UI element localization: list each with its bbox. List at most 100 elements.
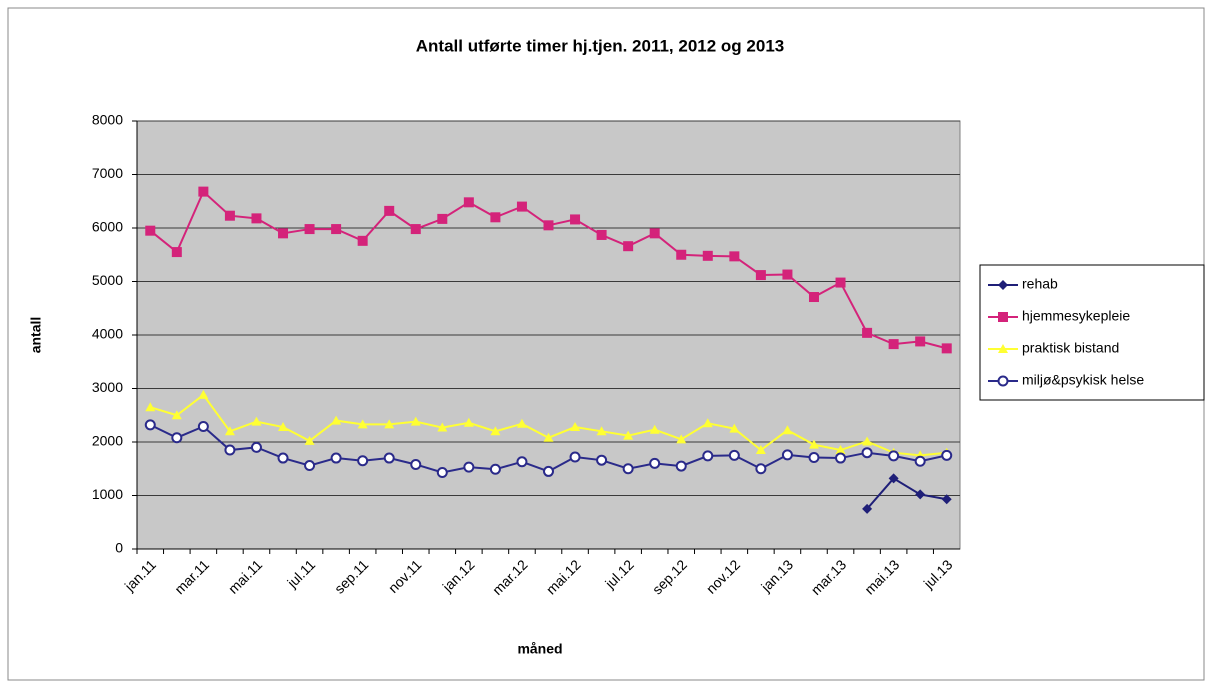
legend-box	[979, 264, 1205, 401]
marker	[436, 466, 448, 478]
marker	[570, 214, 581, 225]
marker	[623, 241, 634, 252]
marker	[862, 436, 873, 446]
marker	[278, 422, 289, 432]
marker	[676, 434, 687, 444]
x-axis-label: måned	[517, 641, 562, 657]
marker	[490, 426, 501, 436]
marker	[729, 423, 740, 433]
marker	[251, 213, 262, 224]
marker	[331, 224, 342, 235]
marker	[808, 452, 820, 464]
marker	[808, 439, 819, 449]
marker	[145, 225, 156, 236]
y-tick-label: 6000	[92, 219, 123, 235]
marker	[543, 432, 554, 442]
y-tick-label: 0	[115, 540, 123, 556]
marker	[304, 435, 315, 445]
marker	[357, 419, 368, 429]
marker	[702, 450, 714, 462]
series-line	[866, 477, 947, 510]
marker	[782, 269, 793, 280]
legend-label: hjemmesykepleie	[1022, 308, 1130, 324]
marker	[915, 489, 926, 500]
marker	[729, 251, 740, 262]
marker	[649, 228, 660, 239]
y-tick-label: 5000	[92, 272, 123, 288]
marker	[649, 424, 660, 434]
marker	[862, 503, 873, 514]
marker	[755, 463, 767, 475]
chart-title: Antall utførte timer hj.tjen. 2011, 2012…	[416, 36, 784, 55]
marker	[998, 280, 1008, 290]
marker	[755, 445, 766, 455]
marker	[516, 201, 527, 212]
marker	[304, 224, 315, 235]
marker	[835, 277, 846, 288]
marker	[676, 249, 687, 260]
marker	[250, 441, 262, 453]
marker	[543, 220, 554, 231]
y-tick-label: 7000	[92, 165, 123, 181]
y-axis-label: antall	[28, 317, 44, 354]
y-tick-label: 8000	[92, 112, 123, 128]
marker	[198, 389, 209, 399]
y-tick-label: 1000	[92, 486, 123, 502]
marker	[622, 463, 634, 475]
marker	[570, 422, 581, 432]
marker	[782, 425, 793, 435]
marker	[197, 420, 209, 432]
marker	[623, 430, 634, 440]
marker	[998, 312, 1008, 322]
legend-label: rehab	[1022, 276, 1058, 292]
marker	[516, 456, 528, 468]
marker	[437, 213, 448, 224]
marker	[383, 452, 395, 464]
marker	[516, 418, 527, 428]
marker	[941, 343, 952, 354]
marker	[171, 410, 182, 420]
marker	[781, 449, 793, 461]
marker	[410, 458, 422, 470]
marker	[675, 460, 687, 472]
marker	[808, 292, 819, 303]
marker	[941, 449, 953, 461]
marker	[224, 426, 235, 436]
marker	[198, 186, 209, 197]
marker	[224, 444, 236, 456]
marker	[410, 416, 421, 426]
marker	[888, 473, 899, 484]
marker	[331, 415, 342, 425]
marker	[997, 375, 1009, 387]
marker	[569, 451, 581, 463]
marker	[171, 432, 183, 444]
y-tick-label: 3000	[92, 379, 123, 395]
y-tick-label: 4000	[92, 326, 123, 342]
marker	[171, 247, 182, 258]
marker	[755, 270, 766, 281]
marker	[702, 250, 713, 261]
marker	[357, 235, 368, 246]
y-tick-label: 2000	[92, 433, 123, 449]
marker	[357, 455, 369, 467]
marker	[384, 419, 395, 429]
marker	[304, 460, 316, 472]
marker	[330, 452, 342, 464]
marker	[251, 416, 262, 426]
marker	[941, 494, 952, 505]
marker	[490, 212, 501, 223]
marker	[998, 344, 1008, 353]
marker	[728, 449, 740, 461]
marker	[145, 402, 156, 412]
marker	[596, 229, 607, 240]
marker	[915, 336, 926, 347]
marker	[649, 457, 661, 469]
marker	[888, 339, 899, 350]
marker	[463, 197, 474, 208]
marker	[144, 419, 156, 431]
marker	[437, 422, 448, 432]
legend-label: miljø&psykisk helse	[1022, 372, 1144, 388]
marker	[835, 445, 846, 455]
